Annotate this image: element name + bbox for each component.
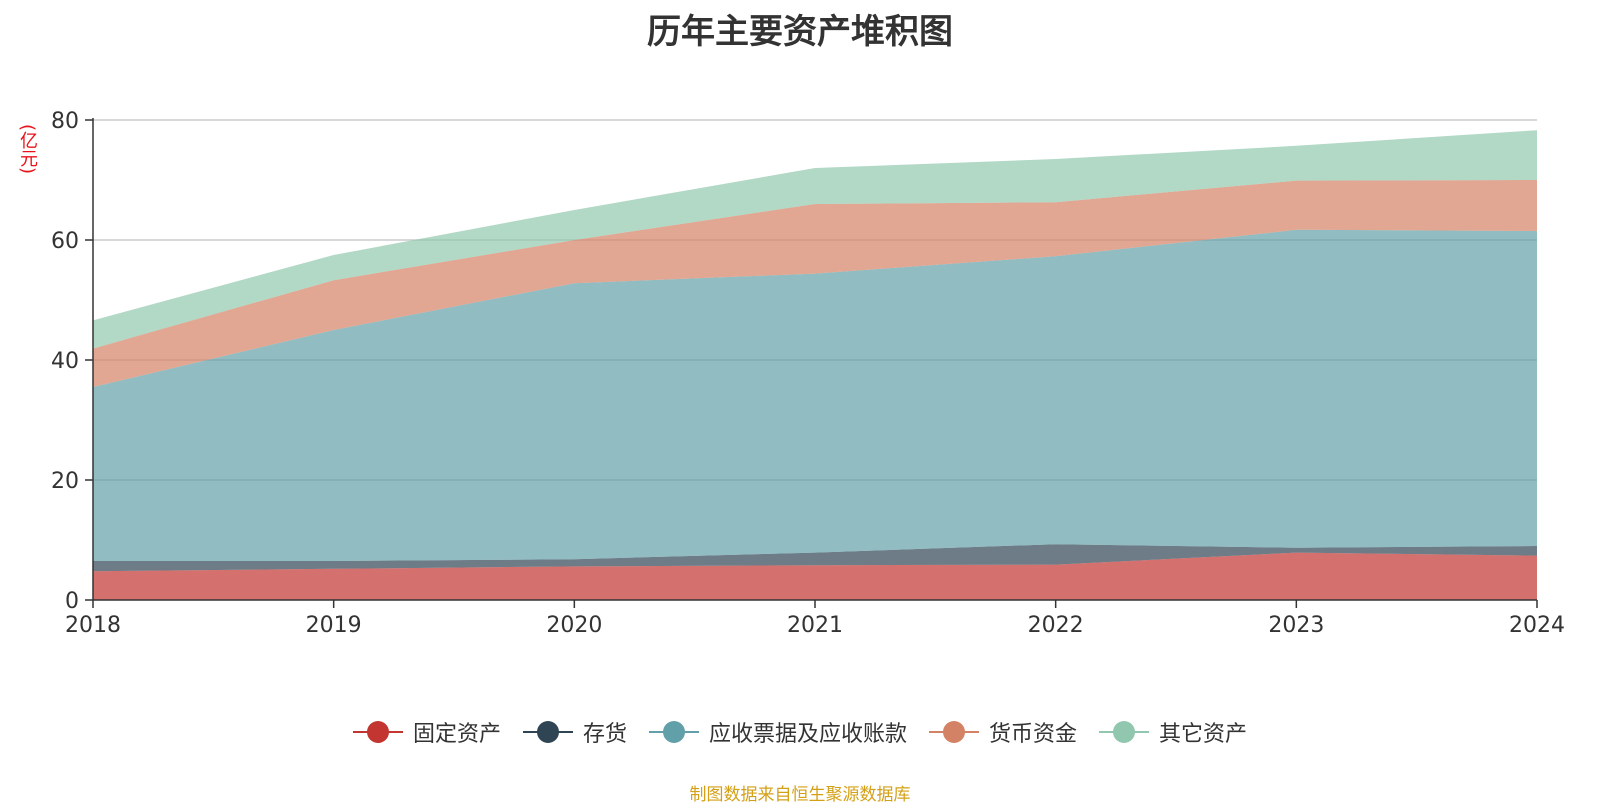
area-series-1	[93, 544, 1537, 572]
legend-label: 存货	[582, 722, 627, 747]
x-tick-label: 2022	[1028, 613, 1084, 638]
legend-item-2[interactable]: 应收票据及应收账款	[648, 716, 907, 748]
y-tick-label: 60	[51, 229, 79, 254]
legend-marker-icon	[352, 721, 403, 743]
x-tick-label: 2019	[306, 613, 362, 638]
legend-marker-icon	[929, 721, 979, 743]
x-tick-label: 2024	[1509, 613, 1565, 638]
legend-item-1[interactable]: 存货	[522, 716, 627, 748]
legend-label: 货币资金	[989, 722, 1078, 747]
legend-label: 其它资产	[1159, 722, 1248, 747]
legend-item-3[interactable]: 货币资金	[929, 716, 1077, 748]
x-tick-label: 2023	[1268, 613, 1324, 638]
y-axis-unit: (亿元)	[17, 124, 38, 175]
legend-label: 固定资产	[412, 722, 501, 747]
y-tick-label: 40	[51, 349, 79, 374]
y-tick-label: 0	[65, 589, 79, 614]
legend-label: 应收票据及应收账款	[708, 722, 907, 747]
legend-item-4[interactable]: 其它资产	[1099, 716, 1247, 748]
chart-title: 历年主要资产堆积图	[647, 12, 953, 52]
legend-marker-icon	[648, 721, 699, 743]
source-note: 制图数据来自恒生聚源数据库	[689, 785, 911, 805]
legend: 固定资产 存货 应收票据及应收账款 货币资金 其它资产	[0, 716, 1600, 748]
legend-marker-icon	[1099, 721, 1150, 743]
x-tick-label: 2020	[546, 613, 602, 638]
legend-item-0[interactable]: 固定资产	[352, 716, 501, 748]
x-tick-label: 2018	[65, 613, 121, 638]
legend-marker-icon	[522, 721, 573, 743]
y-tick-label: 80	[51, 109, 79, 134]
y-tick-label: 20	[51, 469, 79, 494]
area-series-2	[93, 229, 1537, 562]
area-series-0	[93, 552, 1537, 600]
area-series-3	[93, 180, 1537, 387]
area-series-4	[93, 130, 1537, 349]
x-tick-label: 2021	[787, 613, 843, 638]
